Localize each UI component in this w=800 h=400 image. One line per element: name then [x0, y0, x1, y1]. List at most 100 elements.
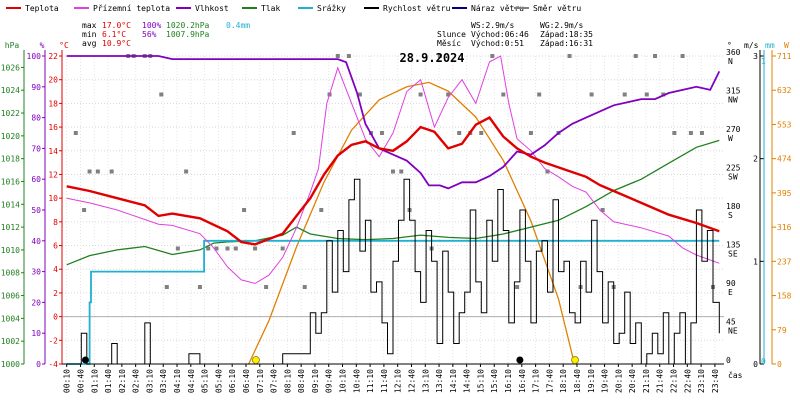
wind-direction-point: [391, 169, 395, 174]
x-tick-label: 22:40: [683, 369, 692, 393]
direction-axis-compass: NE: [728, 327, 738, 336]
wind-direction-point: [357, 92, 362, 97]
x-tick-label: 06:40: [242, 369, 251, 393]
pressure-axis-unit: hPa: [5, 41, 20, 50]
stat-max-label: max: [82, 21, 97, 30]
legend-label: Tlak: [261, 4, 280, 13]
wind-axis-label: 2: [753, 155, 758, 164]
wind-direction-point: [688, 131, 693, 135]
wind-direction-point: [159, 92, 164, 97]
humidity-axis-label: 20: [31, 298, 41, 307]
wind-direction-point: [242, 208, 247, 212]
wind-direction-point: [490, 54, 495, 58]
solar-axis-unit: W: [784, 41, 789, 50]
direction-axis-label: 315: [726, 87, 741, 96]
wind-direction-point: [633, 54, 638, 58]
temperature-axis-label: -4: [48, 360, 58, 369]
direction-axis-compass: E: [728, 288, 733, 297]
x-tick-label: 17:40: [545, 369, 554, 393]
stat-avg-label: avg: [82, 39, 97, 48]
legend-label: Srážky: [317, 4, 346, 13]
legend-label: Přízemní teplota: [93, 4, 170, 13]
solar-axis-label: 79: [777, 326, 787, 335]
x-tick-label: 15:10: [476, 369, 485, 393]
stat-min-hum: 56%: [142, 30, 157, 39]
series-ground-temperature-line: [66, 55, 720, 284]
direction-axis-label: 225: [726, 164, 741, 173]
pressure-axis-label: 1000: [1, 360, 20, 369]
x-tick-label: 17:10: [532, 369, 541, 393]
temperature-axis-label: 6: [53, 242, 58, 251]
temperature-axis-label: 0: [53, 313, 58, 322]
pressure-axis-label: 1006: [1, 292, 20, 301]
stat-max-temp: 17.0°C: [102, 21, 131, 30]
x-tick-label: 20:10: [614, 369, 623, 393]
x-tick-label: 11:40: [380, 369, 389, 393]
x-tick-label: 16:10: [504, 369, 513, 393]
stat-min-temp: 6.1°C: [102, 30, 126, 39]
info-sunset: Západ:18:35: [540, 30, 593, 39]
wind-direction-point: [515, 285, 520, 289]
x-tick-label: 12:40: [407, 369, 416, 393]
wind-direction-point: [379, 131, 384, 135]
wind-axis-unit: m/s: [744, 41, 759, 50]
x-tick-label: 18:40: [573, 369, 582, 393]
direction-axis-compass: N: [728, 57, 733, 66]
x-tick-label: 03:10: [145, 369, 154, 393]
pressure-axis-label: 1014: [1, 200, 20, 209]
wind-direction-point: [567, 54, 572, 58]
x-tick-label: 05:10: [201, 369, 210, 393]
wind-direction-point: [206, 246, 211, 251]
x-axis-label: čas: [728, 370, 743, 380]
pressure-axis-label: 1004: [1, 314, 20, 323]
x-tick-label: 16:40: [518, 369, 527, 393]
pressure-axis-label: 1018: [1, 155, 20, 164]
x-tick-label: 06:10: [228, 369, 237, 393]
solar-axis-label: 474: [777, 155, 792, 164]
x-tick-label: 14:10: [449, 369, 458, 393]
pressure-axis-label: 1026: [1, 63, 20, 72]
series-wind-speed-line: [66, 178, 720, 365]
x-tick-label: 01:10: [90, 369, 99, 393]
humidity-axis-label: 80: [31, 114, 41, 123]
legend-label: Rychlost větru: [383, 4, 451, 13]
x-tick-label: 01:40: [104, 369, 113, 393]
pressure-axis-label: 1002: [1, 337, 20, 346]
x-tick-label: 02:10: [118, 369, 127, 393]
x-tick-label: 15:40: [490, 369, 499, 393]
info-ws: WS:2.9m/s: [471, 21, 515, 30]
chart-title: 28.9.2024: [399, 51, 464, 65]
sun-marker: [571, 356, 579, 364]
direction-axis-unit: °: [727, 41, 732, 50]
humidity-axis-label: 10: [31, 329, 41, 338]
left-axes: hPa1026102410221020101810161014101210101…: [1, 41, 69, 369]
info-moon-label: Měsíc: [437, 39, 461, 48]
solar-axis-label: 237: [777, 257, 792, 266]
right-axes: °360N315NW270W225SW180S135SE90E45NE0m/s3…: [726, 41, 792, 369]
solar-axis-label: 632: [777, 86, 792, 95]
humidity-axis-unit: %: [40, 41, 45, 50]
wind-direction-point: [280, 246, 285, 251]
temperature-axis-unit: °C: [59, 41, 69, 50]
wind-direction-point: [73, 131, 78, 135]
x-tick-label: 08:40: [297, 369, 306, 393]
x-tick-label: 11:10: [366, 369, 375, 393]
direction-axis-label: 135: [726, 241, 741, 250]
temperature-axis-label: 22: [48, 52, 58, 61]
wind-direction-point: [264, 285, 269, 289]
pressure-axis-label: 1016: [1, 177, 20, 186]
wind-direction-point: [109, 169, 114, 174]
wind-direction-point: [214, 246, 219, 251]
x-tick-label: 23:10: [697, 369, 706, 393]
direction-axis-compass: SW: [728, 173, 738, 182]
x-tick-label: 09:10: [311, 369, 320, 393]
humidity-axis-label: 60: [31, 175, 41, 184]
wind-direction-point: [528, 131, 533, 135]
stat-max-rain: 0.4mm: [226, 21, 250, 30]
sun-marker: [252, 356, 260, 364]
x-tick-label: 00:40: [76, 369, 85, 393]
direction-axis-label: 45: [726, 318, 736, 327]
wind-direction-point: [644, 92, 649, 97]
wind-direction-point: [87, 169, 92, 174]
